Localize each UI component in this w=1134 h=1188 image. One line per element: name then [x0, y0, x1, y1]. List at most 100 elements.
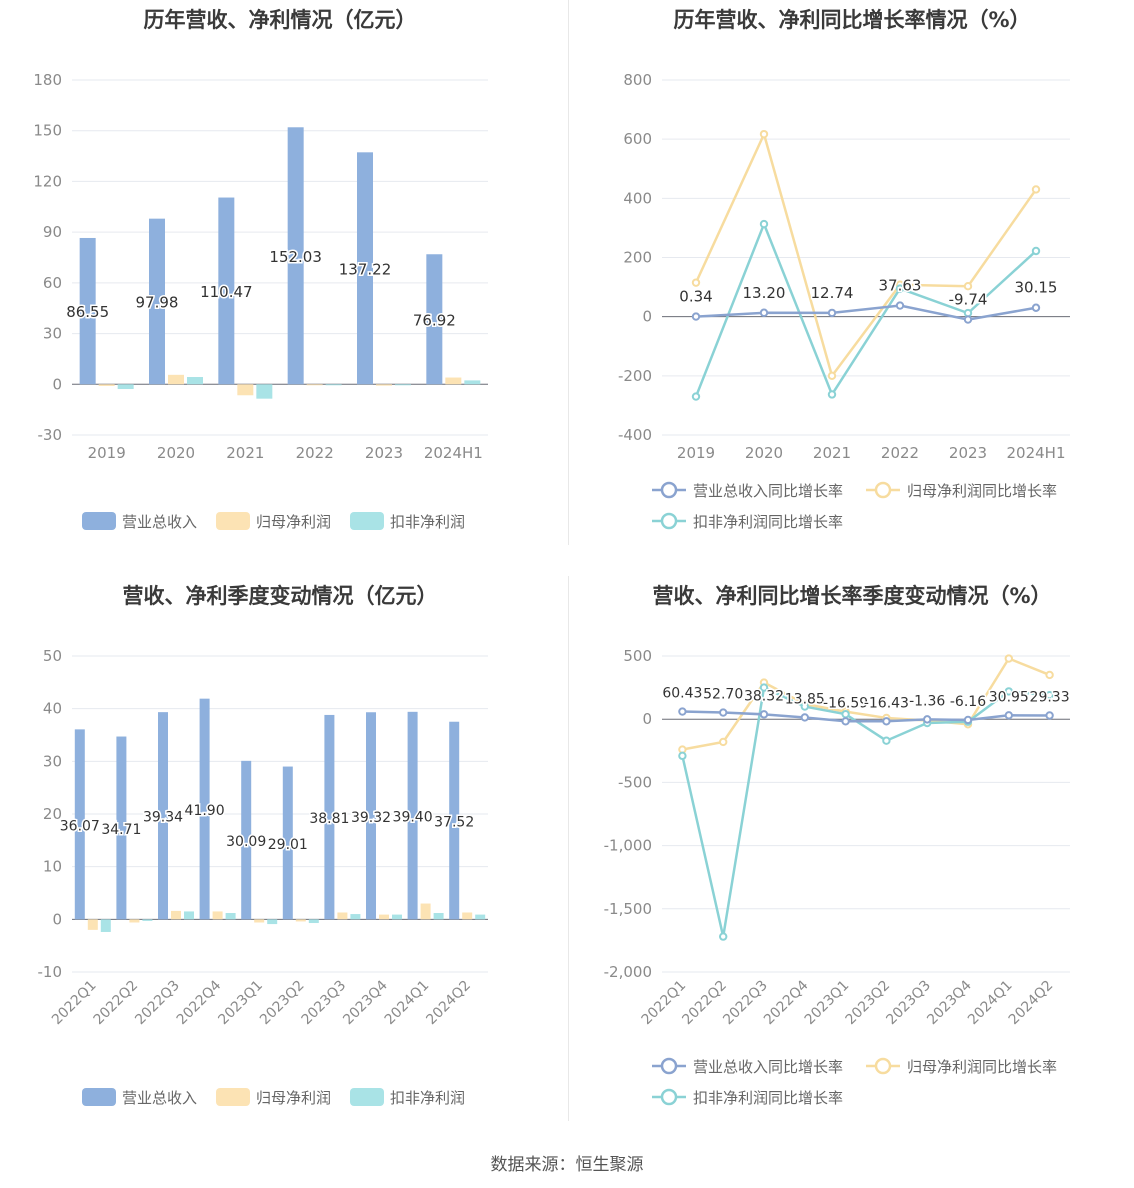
x-tick-label: 2022Q4: [174, 977, 225, 1028]
bar: [241, 760, 252, 920]
bar: [462, 912, 473, 920]
x-tick-label: 2020: [157, 444, 195, 462]
x-tick-label: 2023Q4: [340, 977, 391, 1028]
y-tick-label: 800: [623, 71, 652, 89]
data-label: 29.01: [268, 837, 308, 853]
data-point: [827, 390, 837, 399]
data-point: [691, 312, 701, 321]
y-tick-label: 50: [43, 647, 62, 665]
data-point: [800, 702, 810, 711]
data-source: 数据来源：恒生聚源: [490, 1155, 644, 1175]
data-point: [1031, 185, 1041, 194]
bar: [225, 913, 236, 920]
data-point: [1004, 687, 1013, 696]
legend-swatch: [82, 512, 116, 530]
series-line: [682, 710, 1050, 723]
y-tick-label: 180: [33, 71, 62, 89]
legend-label: 营业总收入同比增长率: [693, 482, 843, 500]
bar: [171, 910, 181, 920]
legend-label: 归母净利润同比增长率: [907, 482, 1057, 500]
y-tick-label: 120: [33, 172, 62, 190]
data-point: [882, 717, 891, 726]
data-label: 39.32: [351, 810, 391, 826]
data-point: [759, 308, 769, 317]
bar: [237, 384, 254, 396]
data-label: 34.71: [101, 822, 141, 838]
annual-amount-panel: 历年营收、净利情况（亿元） -30 0 30 60 90 120 150 180 2019 202…: [0, 0, 560, 545]
bar: [464, 380, 481, 385]
quarterly-amount-panel: 营收、净利季度变动情况（亿元） -10 0 10 20 30 40 50 2022Q1 2022…: [0, 576, 560, 1121]
y-tick-label: 150: [33, 122, 62, 140]
y-tick-label: -200: [618, 367, 652, 385]
data-label: 97.98: [136, 293, 179, 311]
data-point: [1004, 654, 1013, 663]
legend-swatch: [216, 1088, 250, 1106]
data-point: [759, 129, 769, 139]
legend-label: 营业总收入: [122, 1089, 197, 1107]
data-label: 13.85: [785, 691, 825, 707]
chart-title: 营收、净利同比增长率季度变动情况（%）: [652, 584, 1052, 608]
data-point: [882, 736, 891, 745]
data-label: 137.22: [339, 260, 392, 278]
data-point: [1045, 690, 1054, 700]
bar: [98, 384, 115, 386]
x-tick-label: 2024H1: [1007, 444, 1066, 462]
chart-title: 营收、净利季度变动情况（亿元）: [122, 584, 438, 608]
y-tick-label: 400: [623, 189, 652, 207]
annual-growth-chart: -400 -200 0 200 400 600 800 2019 2020 2021 2022 202…: [618, 71, 1070, 531]
bar: [267, 919, 278, 925]
bar: [117, 384, 134, 390]
bar: [308, 919, 319, 924]
bar: [426, 254, 443, 385]
bar: [199, 698, 210, 920]
y-tick-label: 60: [43, 274, 62, 292]
legend-label: 营业总收入同比增长率: [693, 1058, 843, 1076]
legend-label: 扣非净利润: [390, 513, 465, 531]
chart-title: 历年营收、净利情况（亿元）: [143, 8, 417, 32]
bar: [325, 384, 342, 386]
bar: [74, 729, 85, 920]
bar: [129, 919, 140, 923]
bar: [218, 197, 235, 385]
bar: [324, 714, 335, 920]
y-tick-label: 30: [43, 325, 62, 343]
y-tick-label: 90: [43, 223, 62, 241]
legend-marker: [660, 481, 678, 499]
legend-marker: [874, 481, 892, 499]
data-point: [1031, 246, 1041, 256]
data-point: [759, 683, 769, 692]
bar: [158, 712, 168, 920]
x-tick-label: 2019: [88, 444, 126, 462]
legend-swatch: [350, 1088, 384, 1106]
bar: [366, 712, 376, 920]
data-label: 110.47: [200, 283, 253, 301]
series-line: [681, 685, 1050, 937]
data-label: 52.70: [703, 687, 743, 703]
data-point: [963, 315, 973, 324]
bar: [306, 384, 323, 386]
x-tick-label: 2024H1: [424, 444, 483, 462]
bar: [475, 914, 486, 920]
data-label: 38.81: [309, 811, 349, 827]
bar: [254, 919, 265, 923]
y-tick-label: 600: [623, 130, 652, 148]
bar: [376, 384, 392, 386]
x-tick-label: 2024Q2: [423, 978, 474, 1029]
y-tick-label: 10: [43, 858, 62, 876]
data-point: [963, 281, 973, 291]
legend-label: 营业总收入: [122, 513, 197, 531]
data-point: [841, 717, 850, 726]
bar: [295, 919, 306, 922]
vertical-divider: [568, 576, 569, 1121]
data-label: 41.90: [185, 803, 225, 819]
data-label: 36.07: [60, 818, 100, 834]
legend-marker: [874, 1057, 892, 1075]
annual-growth-panel: 历年营收、净利同比增长率情况（%） -400 -200 0 200 400 600 800 2…: [570, 0, 1134, 545]
x-tick-label: 2022Q3: [720, 978, 771, 1029]
data-point: [895, 301, 905, 310]
series-line: [694, 220, 1037, 398]
bar: [445, 377, 462, 385]
bar: [184, 911, 194, 920]
legend-label: 归母净利润同比增长率: [907, 1058, 1057, 1076]
data-point: [719, 737, 728, 747]
